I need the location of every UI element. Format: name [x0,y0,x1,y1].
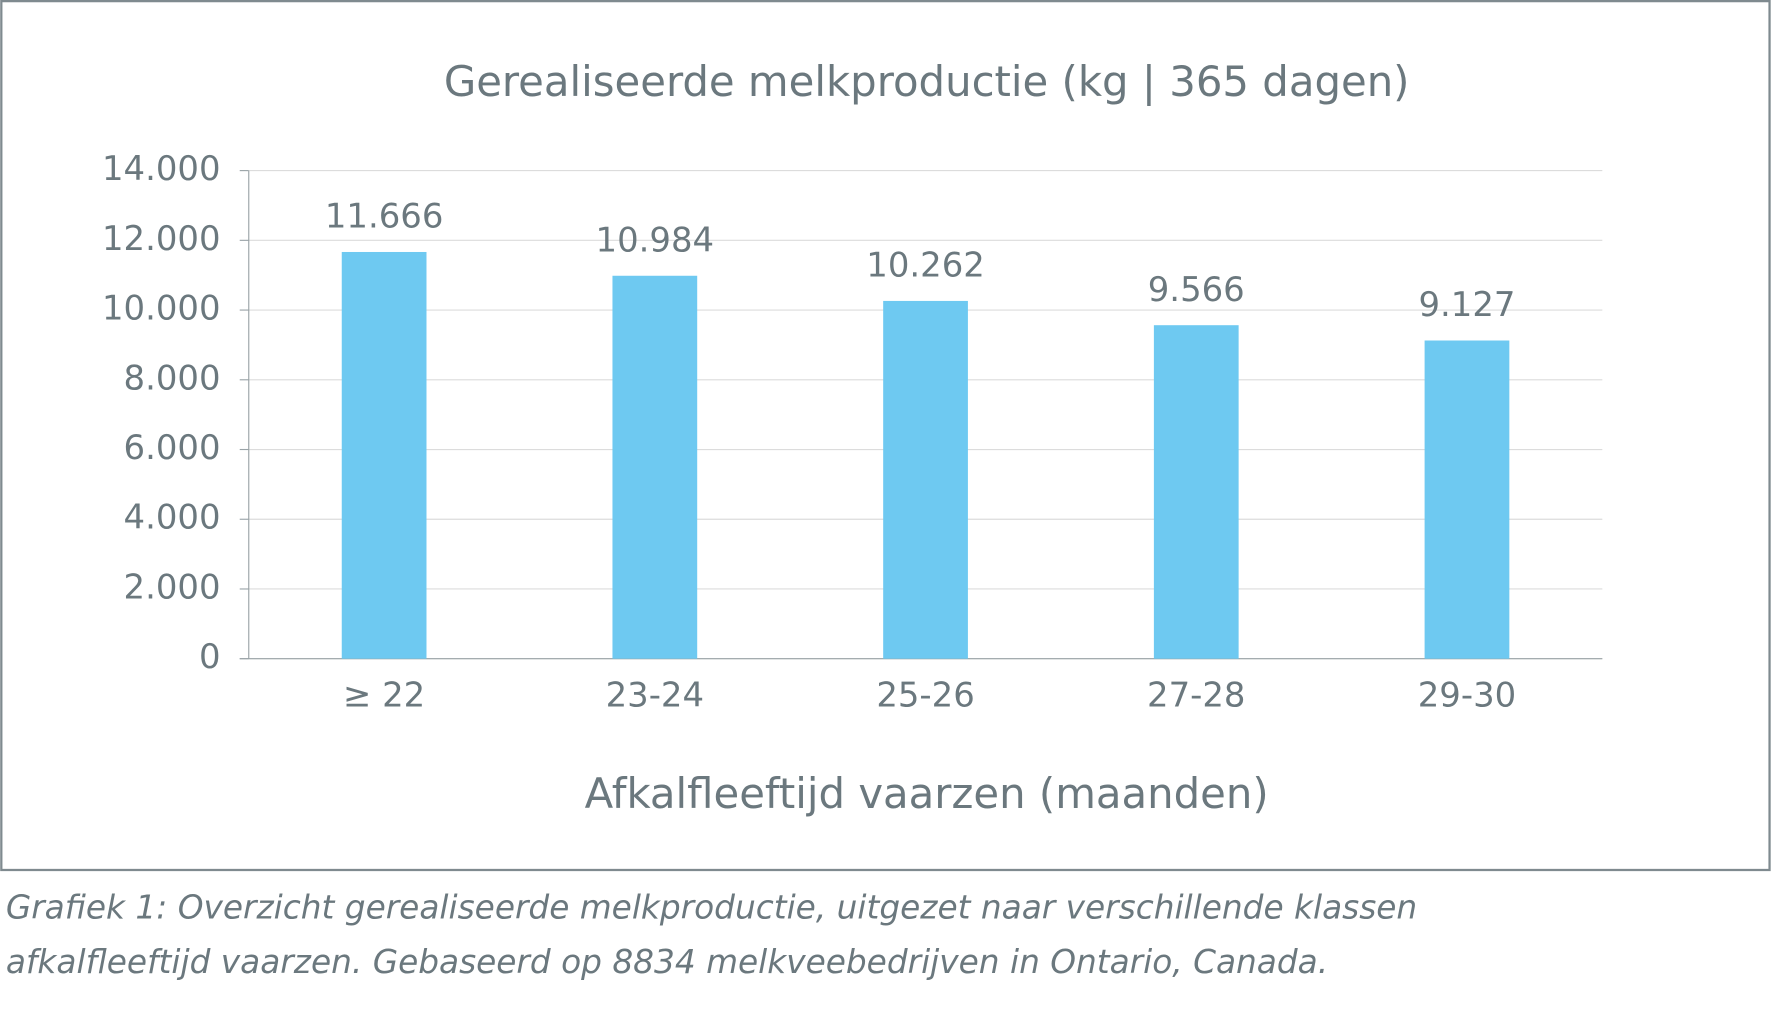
x-axis-title: Afkalfleeftijd vaarzen (maanden) [585,769,1269,818]
x-tick-label: 27-28 [1147,676,1245,715]
x-tick-label: 23-24 [606,676,704,715]
bar [883,300,968,659]
value-label: 9.127 [1418,285,1515,324]
x-tick-label: 29-30 [1418,676,1516,715]
value-label: 10.262 [866,246,985,285]
y-tick-label: 0 [199,637,221,676]
y-tick-label: 4.000 [124,498,221,537]
bar [612,275,698,659]
caption: afkalfleeftijd vaarzen. Gebaseerd op 883… [6,943,1328,981]
bar [1424,340,1510,659]
y-tick-label: 14.000 [102,149,221,188]
x-tick-label: 25-26 [876,676,974,715]
y-tick-label: 12.000 [102,219,221,258]
y-tick-label: 8.000 [124,358,221,397]
bar [1153,325,1239,659]
y-tick-label: 6.000 [124,428,221,467]
y-tick-label: 2.000 [124,567,221,606]
y-tick-label: 10.000 [102,289,221,328]
value-label: 10.984 [596,220,715,259]
bar [341,251,427,659]
caption: Grafiek 1: Overzicht gerealiseerde melkp… [6,889,1417,927]
value-label: 11.666 [325,197,444,236]
chart-frame [0,0,1771,872]
value-label: 9.566 [1148,270,1245,309]
chart-title: Gerealiseerde melkproductie (kg | 365 da… [444,57,1410,106]
x-tick-label: ≥ 22 [343,676,425,715]
